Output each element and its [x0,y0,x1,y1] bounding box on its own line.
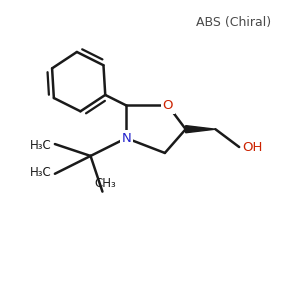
Text: N: N [121,132,131,145]
Text: O: O [163,99,173,112]
Text: CH₃: CH₃ [94,177,116,190]
Text: OH: OH [242,140,262,154]
Text: ABS (Chiral): ABS (Chiral) [196,16,271,29]
Polygon shape [186,126,215,133]
Text: H₃C: H₃C [30,166,52,179]
Text: H₃C: H₃C [30,139,52,152]
